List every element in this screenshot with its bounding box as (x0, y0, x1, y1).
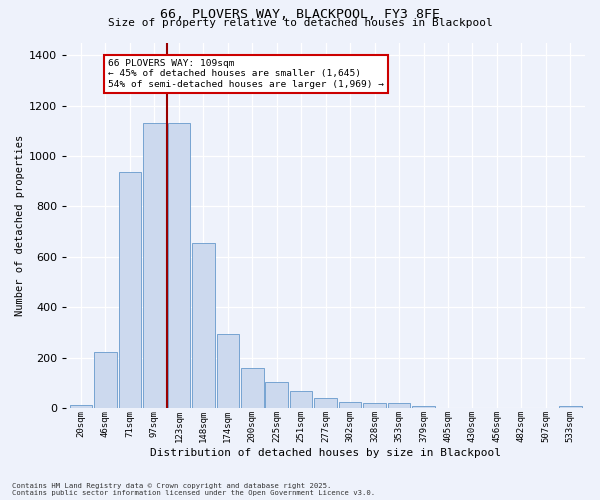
Bar (388, 404, 410, 408)
Text: Size of property relative to detached houses in Blackpool: Size of property relative to detached ho… (107, 18, 493, 28)
Text: 66 PLOVERS WAY: 109sqm
← 45% of detached houses are smaller (1,645)
54% of semi-: 66 PLOVERS WAY: 109sqm ← 45% of detached… (108, 59, 384, 89)
Bar (192, 243, 215, 408)
Bar (119, 172, 141, 408)
Bar (94, 352, 117, 408)
Bar (314, 398, 337, 408)
Bar (217, 334, 239, 408)
X-axis label: Distribution of detached houses by size in Blackpool: Distribution of detached houses by size … (150, 448, 501, 458)
Bar (143, 123, 166, 408)
Bar (412, 406, 435, 408)
Bar (290, 390, 313, 408)
Bar (339, 402, 361, 408)
Bar (364, 404, 386, 408)
Bar (70, 404, 92, 408)
Text: Contains HM Land Registry data © Crown copyright and database right 2025.
Contai: Contains HM Land Registry data © Crown c… (12, 483, 375, 496)
Bar (241, 368, 263, 408)
Text: 66, PLOVERS WAY, BLACKPOOL, FY3 8FE: 66, PLOVERS WAY, BLACKPOOL, FY3 8FE (160, 8, 440, 20)
Y-axis label: Number of detached properties: Number of detached properties (15, 135, 25, 316)
Bar (559, 406, 581, 408)
Bar (265, 382, 288, 408)
Bar (167, 123, 190, 408)
